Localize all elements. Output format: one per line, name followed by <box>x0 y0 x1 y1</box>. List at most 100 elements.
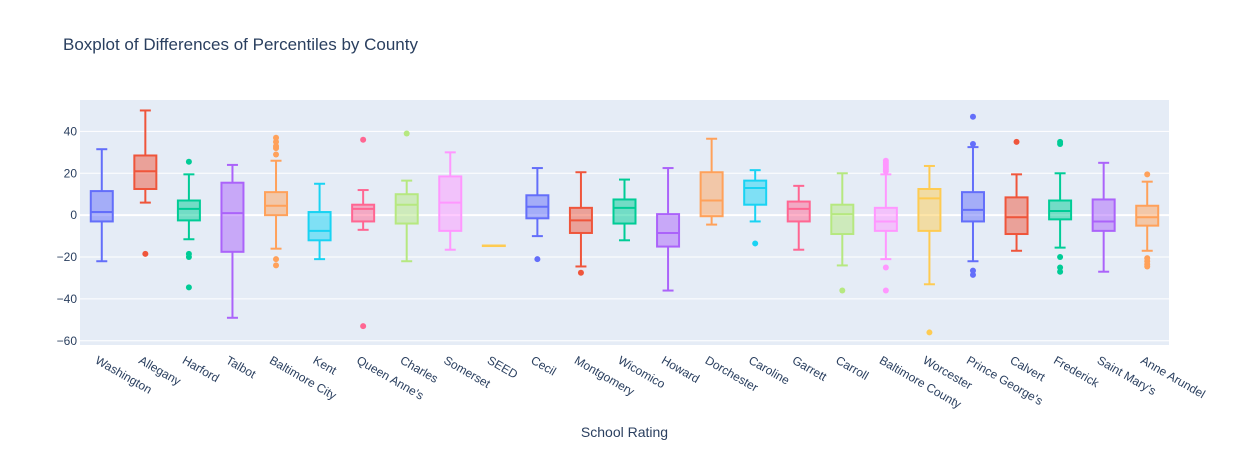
outlier-point <box>882 157 889 164</box>
box-washington <box>89 148 114 263</box>
outlier-point <box>1057 254 1064 261</box>
box-dorchester <box>699 137 724 226</box>
box-garrett <box>786 184 811 251</box>
outlier-point <box>969 271 976 278</box>
chart-title: Boxplot of Differences of Percentiles by… <box>63 35 418 54</box>
iqr-box <box>830 203 855 236</box>
outlier-point <box>273 256 280 263</box>
y-tick-label: 0 <box>70 208 77 222</box>
box-worcester <box>917 164 942 336</box>
iqr-box <box>176 199 201 222</box>
x-tick-label: Cecil <box>528 353 558 378</box>
iqr-box <box>220 181 245 253</box>
iqr-box <box>1048 199 1073 221</box>
y-tick-label: −60 <box>57 334 78 348</box>
x-tick-label: Carroll <box>833 353 871 383</box>
box-allegany <box>133 109 158 257</box>
iqr-box <box>1091 198 1116 232</box>
box-cecil <box>525 167 550 263</box>
y-tick-label: 40 <box>64 124 78 138</box>
outlier-point <box>1144 263 1151 270</box>
outlier-point <box>1144 171 1151 178</box>
iqr-box <box>786 200 811 223</box>
box-howard <box>656 167 681 292</box>
outlier-point <box>273 151 280 158</box>
iqr-box <box>351 203 376 223</box>
outlier-point <box>839 287 846 294</box>
outlier-point <box>926 329 933 336</box>
outlier-point <box>360 323 367 330</box>
y-tick-label: −40 <box>57 292 78 306</box>
iqr-box <box>438 175 463 232</box>
iqr-box <box>743 179 768 206</box>
outlier-point <box>1013 138 1020 145</box>
outlier-point <box>403 130 410 137</box>
box-harford <box>176 158 201 291</box>
iqr-box <box>917 187 942 232</box>
iqr-box <box>656 213 681 248</box>
box-caroline <box>743 169 768 247</box>
iqr-box <box>394 193 419 225</box>
outlier-point <box>360 136 367 143</box>
x-tick-label: Prince George's <box>964 353 1045 408</box>
box-prince-george-s <box>960 113 985 278</box>
outlier-point <box>273 138 280 145</box>
outlier-point <box>1057 264 1064 271</box>
outlier-point <box>969 140 976 147</box>
outlier-point <box>1057 138 1064 145</box>
box-saint-mary-s <box>1091 161 1116 273</box>
box-anne-arundel <box>1135 171 1160 270</box>
iqr-box <box>873 206 898 232</box>
box-charles <box>394 130 419 263</box>
outlier-point <box>534 256 541 263</box>
iqr-box <box>89 190 114 223</box>
x-tick-label: Kent <box>311 353 340 378</box>
box-seed <box>481 244 506 248</box>
outlier-point <box>185 254 192 261</box>
x-tick-label: Garrett <box>790 353 830 384</box>
outlier-point <box>1057 268 1064 275</box>
iqr-box <box>1135 204 1160 227</box>
box-wicomico <box>612 178 637 242</box>
iqr-box <box>699 171 724 218</box>
iqr-box <box>307 211 332 242</box>
box-frederick <box>1048 138 1073 275</box>
outlier-point <box>142 250 149 257</box>
box-calvert <box>1004 138 1029 252</box>
outlier-point <box>273 143 280 150</box>
y-tick-label: −20 <box>57 250 78 264</box>
x-tick-label: Harford <box>180 353 222 385</box>
x-tick-label: Talbot <box>224 353 259 381</box>
iqr-box <box>264 191 289 217</box>
box-montgomery <box>568 171 593 276</box>
outlier-point <box>969 267 976 274</box>
box-somerset <box>438 151 463 251</box>
x-tick-label: Frederick <box>1051 353 1102 391</box>
boxes <box>89 109 1160 336</box>
iqr-box <box>1004 196 1029 236</box>
outlier-point <box>273 262 280 269</box>
outlier-point <box>969 113 976 120</box>
outlier-point <box>752 240 759 247</box>
outlier-point <box>273 134 280 141</box>
outlier-point <box>882 287 889 294</box>
box-baltimore-city <box>264 134 289 269</box>
y-tick-label: 20 <box>64 166 78 180</box>
outlier-point <box>185 158 192 165</box>
iqr-box <box>960 191 985 223</box>
box-baltimore-county <box>873 157 898 294</box>
box-queen-anne-s <box>351 136 376 330</box>
x-tick-label: Somerset <box>441 353 493 391</box>
outlier-point <box>577 269 584 276</box>
box-talbot <box>220 163 245 319</box>
box-kent <box>307 182 332 261</box>
y-axis-ticks: −60 −40 −20 0 20 40 <box>57 124 78 347</box>
iqr-box <box>612 198 637 225</box>
outlier-point <box>185 284 192 291</box>
x-axis-label: School Rating <box>581 424 668 440</box>
outlier-point <box>882 264 889 271</box>
box-carroll <box>830 172 855 294</box>
iqr-box <box>133 154 158 190</box>
